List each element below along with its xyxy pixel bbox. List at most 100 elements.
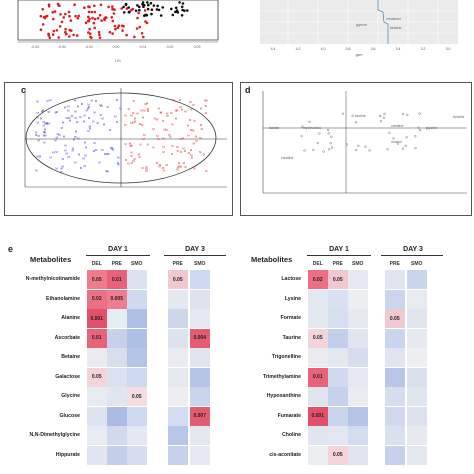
score-point xyxy=(51,33,55,36)
score-point xyxy=(134,9,138,13)
annot-inositol: inositol xyxy=(391,140,402,144)
score-point xyxy=(64,30,67,34)
red-sample-label: M xyxy=(193,167,196,171)
blue-sample-label: M xyxy=(54,139,57,143)
score-point xyxy=(39,14,43,18)
blue-sample-label: M xyxy=(49,98,52,102)
red-sample-label: M xyxy=(140,109,143,113)
score-point xyxy=(186,9,189,12)
score-point xyxy=(77,14,80,18)
blue-sample-label: M xyxy=(104,152,107,156)
loading-point xyxy=(417,126,420,129)
blue-sample-label: M xyxy=(71,114,74,118)
red-sample-label: M xyxy=(205,104,208,108)
score-point xyxy=(110,15,114,19)
score-point xyxy=(142,35,145,39)
red-sample-label: M xyxy=(162,137,165,141)
panel-d: d lactate myoinositol taurine creatine g… xyxy=(240,82,472,216)
loading-point xyxy=(318,132,321,135)
score-point xyxy=(120,7,123,10)
heatmap-cell xyxy=(385,406,405,426)
heatmap-cell: 0.05 xyxy=(328,270,348,289)
red-sample-label: M xyxy=(152,145,155,149)
score-point xyxy=(136,16,139,20)
score-point xyxy=(144,20,147,23)
metabolite-label: Galactose xyxy=(55,373,80,380)
red-sample-label: M xyxy=(187,123,190,127)
heatmap-cell xyxy=(127,348,147,367)
heatmap-cell xyxy=(385,426,405,445)
heatmap-cell xyxy=(107,367,127,387)
loading-point xyxy=(328,148,331,151)
score-point xyxy=(138,8,141,12)
score-point xyxy=(73,3,76,6)
b-xtick: 4.0 xyxy=(321,47,326,51)
blue-sample-label: M xyxy=(64,143,67,147)
score-point xyxy=(111,32,114,35)
score-point xyxy=(64,27,67,31)
score-point xyxy=(155,8,159,11)
heatmap-cell xyxy=(407,387,427,406)
heatmap-cell xyxy=(190,387,210,406)
heatmap-cell xyxy=(168,309,188,328)
heatmap-cell xyxy=(407,289,427,309)
heatmap-cell xyxy=(127,289,147,309)
red-sample-label: M xyxy=(145,102,148,106)
red-sample-label: M xyxy=(154,117,157,121)
blue-sample-label: M xyxy=(73,138,76,142)
score-point xyxy=(130,8,133,12)
blue-sample-label: M xyxy=(114,115,117,119)
red-sample-label: M xyxy=(192,128,195,132)
score-point xyxy=(111,19,115,23)
blue-sample-label: M xyxy=(64,149,67,153)
blue-sample-label: M xyxy=(110,146,113,150)
loading-point xyxy=(418,128,422,132)
heatmap-cell: 0.05 xyxy=(328,445,348,465)
red-sample-label: M xyxy=(130,113,133,117)
peak-label-creatinine: creatinine xyxy=(386,17,401,21)
red-sample-label: M xyxy=(171,152,174,156)
blue-sample-label: M xyxy=(88,116,91,120)
red-sample-label: M xyxy=(176,168,179,172)
red-sample-label: M xyxy=(183,161,186,165)
blue-sample-label: M xyxy=(38,134,41,138)
loading-point xyxy=(354,121,358,124)
blue-sample-label: M xyxy=(67,105,70,109)
blue-sample-label: M xyxy=(64,106,67,110)
score-point xyxy=(138,5,141,9)
annot-lactate: lactate xyxy=(269,126,279,130)
heatmap-cell xyxy=(328,406,348,426)
heatmap-cell xyxy=(107,309,127,328)
metabolite-label: Lysine xyxy=(284,295,301,302)
red-sample-label: M xyxy=(169,135,172,139)
loading-point xyxy=(396,142,399,145)
score-point xyxy=(41,23,45,26)
score-point xyxy=(137,11,140,15)
score-point xyxy=(88,32,92,35)
score-point xyxy=(114,27,117,31)
blue-sample-label: M xyxy=(69,118,72,122)
blue-sample-label: M xyxy=(99,103,102,107)
score-point xyxy=(75,34,79,37)
heatmap-cell xyxy=(308,309,328,328)
score-point xyxy=(93,17,97,21)
blue-sample-label: M xyxy=(78,153,81,157)
blue-sample-label: M xyxy=(109,128,112,132)
score-point xyxy=(140,32,144,35)
blue-sample-label: M xyxy=(101,116,104,120)
score-point xyxy=(150,8,154,11)
blue-sample-label: M xyxy=(93,111,96,115)
red-sample-label: M xyxy=(199,136,202,140)
red-sample-label: M xyxy=(156,161,159,165)
red-sample-label: M xyxy=(190,128,193,132)
score-point xyxy=(93,10,97,14)
blue-sample-label: M xyxy=(50,155,53,159)
score-point xyxy=(88,17,91,21)
heatmap-cell xyxy=(308,289,328,309)
blue-sample-label: M xyxy=(117,156,120,160)
annot-taurine: taurine xyxy=(355,114,366,118)
red-sample-label: M xyxy=(131,161,134,165)
blue-sample-label: M xyxy=(62,164,65,168)
score-point xyxy=(96,17,100,20)
